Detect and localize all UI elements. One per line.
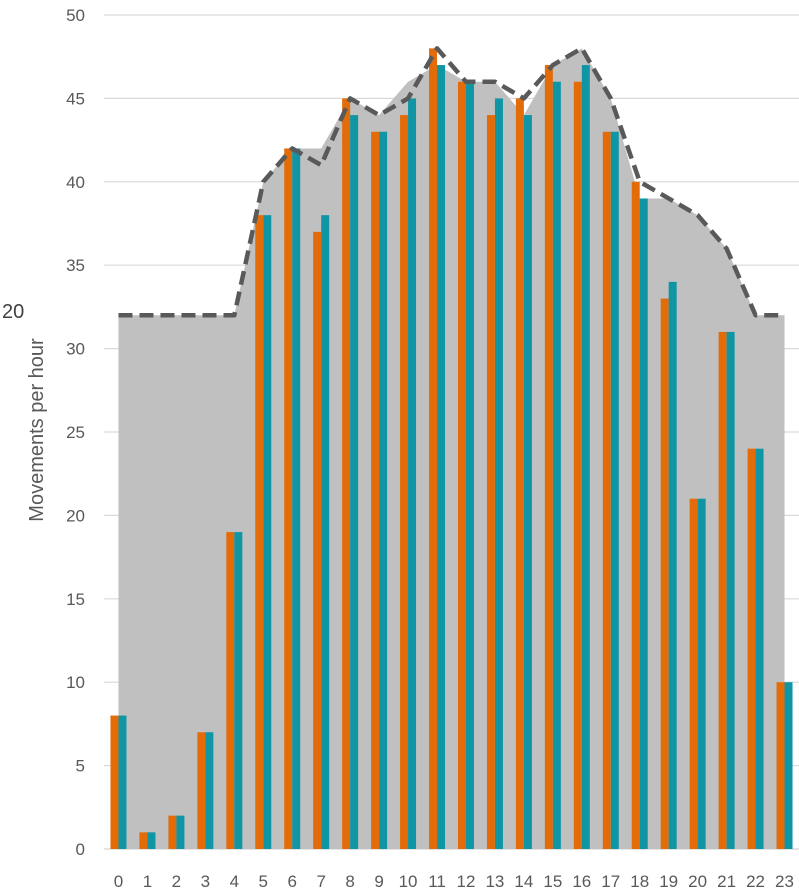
y-axis-title: Movements per hour [26,338,48,522]
bar-series1-10 [400,115,409,849]
bar-series1-12 [457,81,466,850]
bar-series2-17 [610,131,619,849]
bar-series1-19 [660,298,669,849]
bar-series2-6 [292,148,301,849]
bar-series1-11 [429,48,438,850]
bar-series2-10 [408,98,417,849]
bar-series2-13 [494,98,503,849]
x-tick-label-0: 0 [114,872,123,891]
y-tick-label-30: 30 [66,340,85,359]
bar-series1-0 [110,715,119,849]
bar-series2-14 [523,115,532,849]
bar-series2-16 [581,65,590,850]
bar-series2-15 [552,81,561,850]
y-tick-label-20: 20 [66,506,85,525]
bar-series2-1 [147,832,156,849]
y-tick-label-45: 45 [66,89,85,108]
bar-series1-1 [139,832,148,849]
bar-series2-18 [639,198,648,850]
y-tick-label-10: 10 [66,673,85,692]
bar-series1-14 [515,98,524,849]
bar-series2-12 [465,81,474,850]
bar-series1-20 [689,498,698,849]
bar-series2-11 [437,65,446,850]
bar-series1-18 [631,181,640,850]
x-tick-label-16: 16 [572,872,591,891]
bar-series2-23 [784,682,793,849]
bar-series1-9 [371,131,380,849]
capacity-area-shape [118,48,785,850]
capacity-line [118,46,785,318]
bar-series2-19 [668,281,677,849]
bar-series1-23 [776,682,785,849]
x-tick-label-7: 7 [316,872,325,891]
x-tick-labels: 0 1 2 3 4 5 6 7 8 9 10 11 12 13 14 15 16 17 18 19 20 21 22 23 [114,872,794,891]
y-tick-labels: 0 5 10 15 20 25 30 35 40 45 50 [66,6,85,859]
bar-series1-21 [718,331,727,849]
capacity-line-path [118,46,785,318]
x-tick-label-5: 5 [259,872,268,891]
x-tick-label-14: 14 [514,872,533,891]
bar-series1-22 [747,448,756,849]
bar-series1-2 [168,815,177,849]
bar-series2-0 [118,715,127,849]
bar-series1-3 [197,732,206,849]
bar-series2-3 [205,732,214,849]
x-tick-label-23: 23 [775,872,794,891]
x-tick-label-6: 6 [287,872,296,891]
bar-series2-22 [755,448,764,849]
bar-series1-8 [342,98,351,849]
bar-series1-16 [573,81,582,850]
stray-label: 20 [2,301,24,323]
bar-series1-6 [284,148,293,849]
x-tick-label-21: 21 [717,872,736,891]
y-tick-label-15: 15 [66,590,85,609]
capacity-area [118,48,785,850]
bar-series2-9 [379,131,388,849]
x-tick-label-4: 4 [230,872,239,891]
bar-series2-21 [726,331,735,849]
y-tick-label-25: 25 [66,423,85,442]
bar-series1-7 [313,231,322,850]
x-tick-label-12: 12 [457,872,476,891]
y-tick-label-50: 50 [66,6,85,25]
x-tick-label-15: 15 [543,872,562,891]
x-tick-label-17: 17 [601,872,620,891]
x-tick-label-3: 3 [201,872,210,891]
x-tick-label-20: 20 [688,872,707,891]
bar-series2-8 [350,115,359,849]
x-tick-label-19: 19 [659,872,678,891]
bar-series2-7 [321,215,330,849]
bar-series2-5 [263,215,272,849]
y-tick-label-0: 0 [76,840,85,859]
y-tick-label-5: 5 [76,757,85,776]
x-tick-label-13: 13 [485,872,504,891]
bar-series1-13 [486,115,495,849]
bar-series2-2 [176,815,185,849]
bar-series1-4 [226,532,235,849]
bar-series2-4 [234,532,243,849]
y-tick-label-40: 40 [66,173,85,192]
x-tick-label-9: 9 [374,872,383,891]
x-tick-label-8: 8 [345,872,354,891]
x-tick-label-2: 2 [172,872,181,891]
bar-series1-15 [544,65,553,850]
bar-series1-17 [602,131,611,849]
x-tick-label-10: 10 [399,872,418,891]
x-tick-label-18: 18 [630,872,649,891]
bars [110,48,793,850]
x-tick-label-11: 11 [428,872,446,891]
bar-series2-20 [697,498,706,849]
x-tick-label-22: 22 [746,872,765,891]
y-tick-label-35: 35 [66,256,85,275]
bar-series1-5 [255,215,264,849]
x-tick-label-1: 1 [143,872,152,891]
